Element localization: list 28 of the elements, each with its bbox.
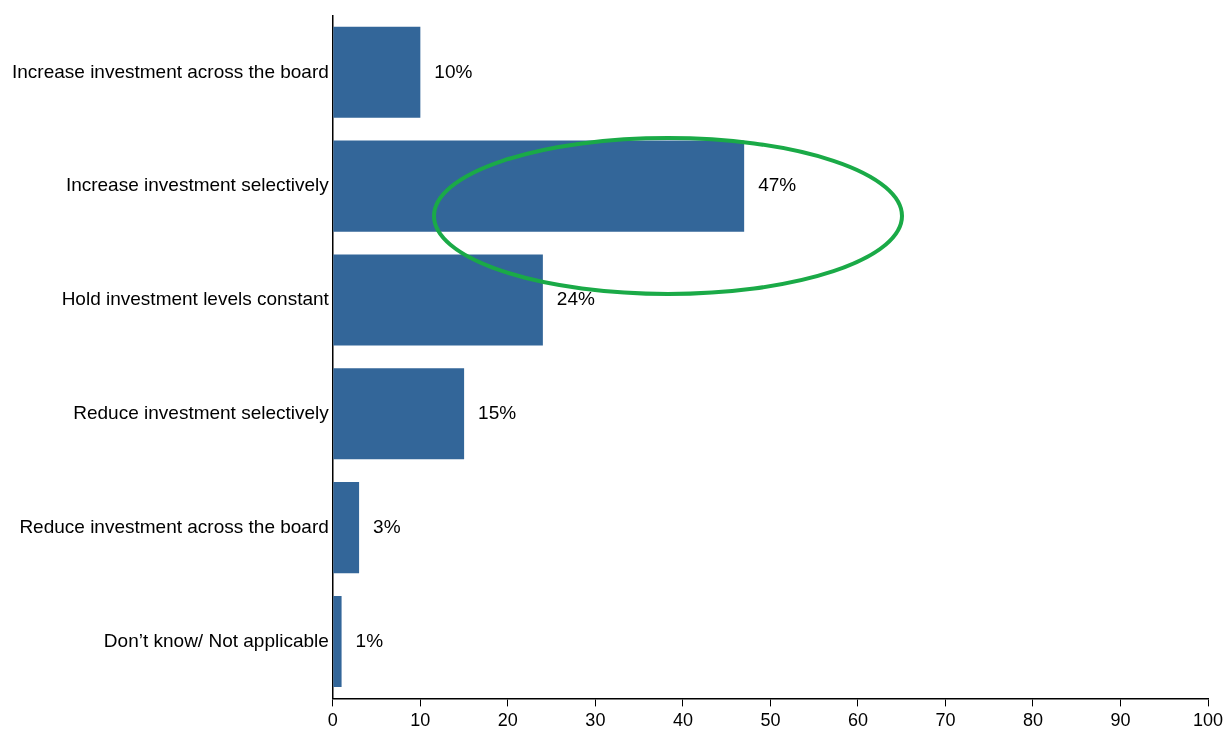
x-tick-label: 0 [327,710,338,731]
x-tick-label: 100 [1192,710,1224,731]
y-tick-label: Reduce investment selectively [73,402,330,424]
y-tick-label: Reduce investment across the board [19,515,329,537]
data-label: 1% [355,629,384,651]
data-label: 10% [434,60,473,82]
data-label: 15% [478,402,517,424]
x-tick-label: 50 [760,710,781,731]
x-tick-label: 80 [1022,710,1043,731]
bar [333,595,342,688]
bar [333,254,543,346]
x-tick-label: 70 [935,710,956,731]
data-label: 47% [758,174,797,196]
bar [333,482,360,574]
y-tick-label: Don’t know/ Not applicable [103,629,329,651]
data-label: 3% [373,515,401,537]
y-tick-label: Hold investment levels constant [61,288,330,310]
x-tick-label: 10 [410,710,431,731]
y-tick-label: Increase investment across the board [11,60,329,82]
bar [333,368,465,460]
y-tick-label: Increase investment selectively [65,174,330,196]
bar [333,26,421,118]
x-tick-label: 30 [585,710,606,731]
x-tick-label: 40 [672,710,693,731]
x-tick-label: 90 [1110,710,1131,731]
data-label: 24% [556,288,596,310]
x-tick-label: 20 [497,710,518,731]
x-tick-label: 60 [847,710,868,731]
